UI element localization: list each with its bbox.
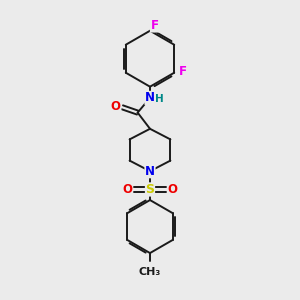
Text: O: O <box>168 183 178 196</box>
Text: N: N <box>145 165 155 178</box>
Text: F: F <box>178 65 187 78</box>
Text: S: S <box>146 183 154 196</box>
Text: CH₃: CH₃ <box>139 267 161 277</box>
Text: N: N <box>145 92 155 104</box>
Text: F: F <box>150 19 158 32</box>
Text: O: O <box>122 183 132 196</box>
Text: H: H <box>155 94 164 104</box>
Text: O: O <box>111 100 121 113</box>
